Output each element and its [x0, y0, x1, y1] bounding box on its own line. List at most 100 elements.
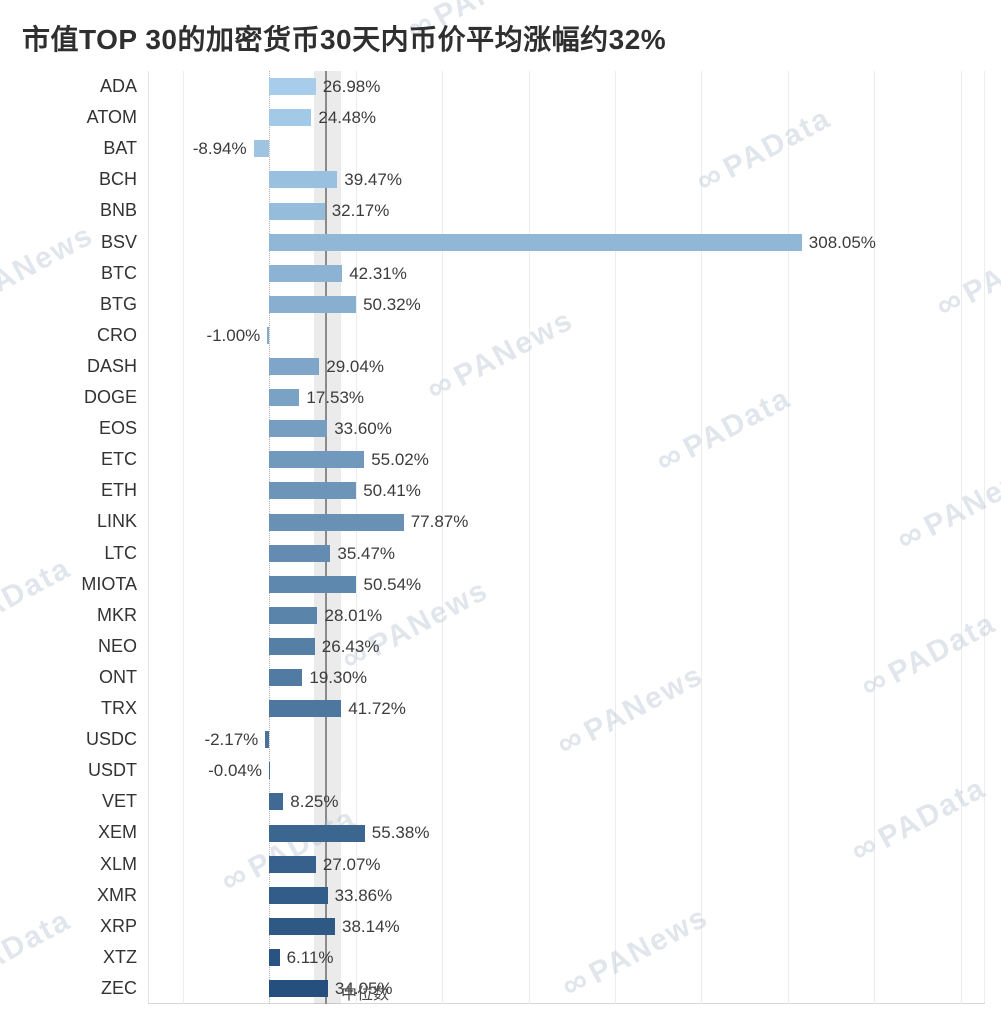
bar-bch — [269, 171, 338, 189]
bar-xmr — [269, 886, 328, 904]
bar-doge — [269, 389, 300, 407]
bar-bnb — [269, 202, 325, 220]
category-label: EOS — [98, 418, 137, 439]
median-band — [314, 71, 341, 1004]
category-label: BSV — [100, 231, 137, 252]
median-reference-label: 中位数 — [341, 985, 390, 1003]
value-label: 55.38% — [371, 823, 430, 843]
value-label: 8.25% — [290, 792, 339, 812]
category-label: CRO — [97, 324, 137, 345]
value-label: 50.41% — [363, 481, 421, 501]
category-label: LTC — [104, 542, 137, 563]
category-label: XTZ — [103, 946, 137, 967]
value-label: 27.07% — [322, 854, 381, 874]
plot-left-border — [148, 71, 149, 1004]
value-label: 50.54% — [363, 574, 422, 594]
value-label: 41.72% — [348, 699, 406, 718]
value-label: 28.01% — [324, 605, 383, 625]
value-label: 35.47% — [337, 543, 396, 563]
value-label: -2.17% — [204, 730, 259, 750]
zero-axis-line — [269, 71, 271, 1004]
bar-ltc — [269, 544, 331, 562]
value-label: -8.94% — [192, 139, 247, 159]
bar-btg — [269, 295, 357, 313]
category-label: XMR — [97, 884, 137, 905]
value-label: -0.04% — [208, 761, 262, 781]
x-gridline — [787, 71, 789, 1004]
category-label: TRX — [101, 698, 137, 718]
bar-xlm — [269, 855, 316, 873]
category-label: BAT — [103, 138, 137, 159]
value-label: 29.04% — [326, 356, 384, 376]
x-gridline — [874, 71, 876, 1004]
bar-atom — [269, 109, 312, 127]
bar-eos — [269, 420, 328, 438]
bar-xem — [269, 824, 365, 842]
category-label: LINK — [96, 511, 137, 532]
category-label: ATOM — [86, 107, 137, 128]
plot-right-border — [984, 71, 985, 1004]
value-label: 26.98% — [322, 77, 381, 96]
category-label: XEM — [97, 822, 137, 843]
plot-bottom-border — [148, 1003, 985, 1004]
value-label: 32.17% — [331, 201, 390, 221]
category-label: NEO — [97, 635, 137, 656]
x-gridline — [528, 71, 530, 1004]
category-label: ETH — [101, 480, 137, 501]
category-label: BNB — [99, 200, 137, 221]
x-gridline — [355, 71, 357, 1004]
bar-ada — [269, 78, 316, 95]
category-label: ONT — [99, 666, 137, 687]
category-label: MKR — [97, 604, 137, 625]
value-label: 77.87% — [410, 512, 469, 532]
value-label: -1.00% — [206, 325, 261, 345]
category-label: BTC — [101, 262, 137, 283]
bar-usdt — [269, 762, 270, 780]
value-label: 39.47% — [344, 170, 402, 190]
category-label: VET — [101, 791, 137, 812]
category-label: BTG — [99, 293, 137, 314]
bar-mkr — [269, 606, 318, 624]
value-label: 308.05% — [808, 232, 876, 252]
plot-area — [148, 71, 985, 1004]
value-label: 34.05% — [334, 978, 393, 998]
category-label: DOGE — [83, 387, 137, 407]
bar-miota — [269, 575, 357, 593]
category-label: ZEC — [101, 977, 137, 998]
chart-title: 市值TOP 30的加密货币30天内币价平均涨幅约32% — [22, 24, 667, 55]
value-label: 33.60% — [334, 419, 392, 439]
bar-neo — [269, 637, 315, 655]
x-gridline — [614, 71, 616, 1004]
bar-usdc — [265, 731, 270, 749]
bar-etc — [269, 451, 365, 469]
value-label: 33.86% — [334, 885, 393, 905]
bar-link — [269, 513, 404, 531]
bar-bat — [253, 140, 270, 158]
x-gridline — [442, 71, 443, 1004]
value-label: 6.11% — [286, 947, 334, 967]
median-line — [324, 71, 327, 1004]
category-label: DASH — [86, 355, 137, 376]
category-label: BCH — [98, 169, 137, 190]
category-label: MIOTA — [81, 573, 137, 594]
bar-xrp — [269, 917, 336, 935]
bar-bsv — [269, 233, 802, 251]
value-label: 42.31% — [349, 263, 407, 283]
bar-trx — [269, 700, 342, 717]
value-label: 17.53% — [306, 388, 365, 407]
x-gridline — [960, 71, 962, 1004]
value-label: 24.48% — [318, 108, 377, 128]
value-label: 50.32% — [363, 294, 421, 314]
category-label: USDT — [88, 760, 137, 781]
value-label: 55.02% — [371, 450, 429, 470]
category-label: XLM — [99, 853, 137, 874]
bar-xtz — [269, 948, 280, 966]
bar-btc — [269, 264, 343, 282]
bar-cro — [267, 326, 269, 344]
bar-zec — [269, 980, 328, 997]
x-gridline — [701, 71, 703, 1004]
bar-dash — [269, 358, 320, 375]
bar-ont — [269, 668, 303, 686]
